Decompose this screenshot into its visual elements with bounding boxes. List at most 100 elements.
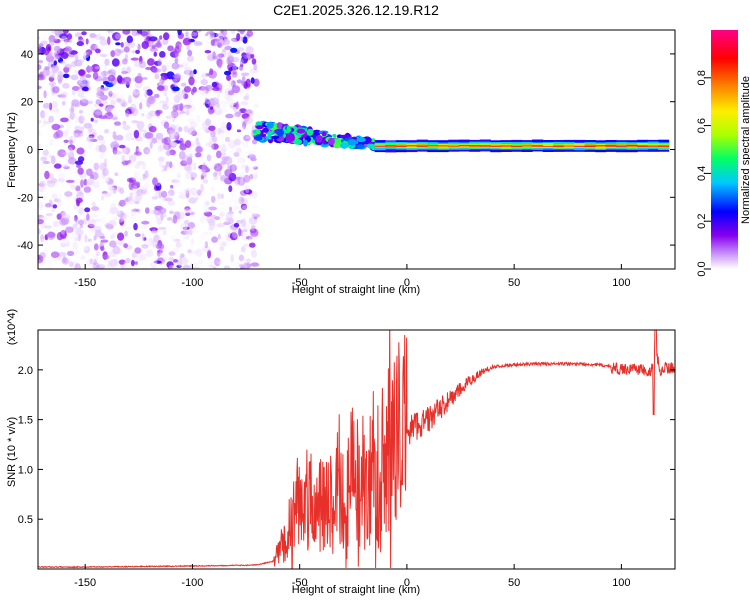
heat-blob (236, 33, 241, 41)
heat-blob (134, 261, 138, 265)
heat-blob (109, 187, 118, 192)
heat-blob (69, 184, 78, 189)
heat-blob (38, 238, 47, 245)
heat-blob (183, 125, 189, 133)
heat-blob (227, 217, 234, 224)
heat-blob (169, 130, 175, 138)
heat-blob (192, 143, 199, 147)
heat-blob (141, 232, 145, 242)
heat-blob (208, 226, 214, 231)
heat-blob (135, 49, 141, 55)
heat-blob (122, 211, 131, 218)
heat-blob (118, 144, 126, 149)
heat-blob (132, 90, 140, 96)
heat-blob (52, 104, 59, 110)
heat-blob (80, 79, 90, 87)
heat-blob (249, 242, 256, 248)
heat-blob (44, 170, 50, 180)
heat-blob (48, 70, 55, 79)
heat-blob (88, 218, 97, 227)
heat-blob (245, 185, 250, 194)
heat-blob (93, 109, 103, 119)
heat-blob (69, 108, 75, 113)
heat-blob (78, 115, 85, 124)
colorbar: 0.0 0.2 0.4 0.6 0.8 Normalized spectral ampl… (696, 30, 750, 277)
heat-blob (187, 49, 193, 57)
heat-blob (60, 91, 68, 99)
heat-blob (91, 206, 100, 211)
heat-blob (146, 116, 153, 123)
heat-blob (107, 233, 113, 237)
heat-blob (332, 133, 337, 138)
heat-blob (77, 167, 84, 175)
heat-blob (151, 257, 158, 266)
heat-blob (137, 178, 143, 182)
heat-blob (193, 41, 203, 46)
heat-blob (223, 265, 231, 269)
heat-band (416, 144, 428, 147)
heat-blob (163, 230, 167, 236)
heat-blob (171, 141, 178, 147)
heat-blob (116, 239, 124, 246)
heat-blob (52, 168, 58, 176)
heat-blob (64, 39, 68, 45)
heat-blob (226, 74, 232, 81)
heat-blob (222, 48, 227, 52)
heat-blob (40, 40, 48, 45)
heat-blob (104, 158, 108, 167)
heat-blob (159, 100, 165, 104)
heat-blob (243, 189, 253, 195)
heat-blob (74, 69, 79, 75)
heat-blob (339, 142, 349, 149)
heat-blob (213, 106, 221, 111)
heat-blob (51, 222, 57, 229)
heat-blob (182, 104, 191, 111)
heat-blob (78, 207, 85, 215)
heat-blob (66, 240, 71, 248)
heat-blob (155, 110, 161, 117)
heat-blob (83, 178, 88, 186)
heat-blob (239, 88, 245, 94)
heat-blob (53, 220, 60, 228)
heat-blob (86, 107, 95, 113)
heat-blob (102, 254, 110, 260)
heat-blob (108, 74, 115, 82)
heat-blob (73, 167, 79, 174)
heat-blob (57, 173, 66, 178)
heat-blob (106, 103, 116, 113)
heat-blob (102, 87, 109, 91)
heat-blob (228, 185, 233, 193)
heat-blob (141, 30, 149, 38)
heat-blob (155, 210, 159, 220)
heat-blob (75, 95, 84, 99)
heat-blob (190, 243, 195, 249)
heat-blob (73, 129, 81, 138)
heat-blob (226, 95, 234, 102)
heat-blob (238, 228, 242, 237)
heat-blob (207, 261, 215, 269)
heat-blob (233, 222, 240, 228)
heat-blob (191, 99, 197, 106)
heat-blob (141, 185, 146, 191)
heat-blob (94, 110, 103, 115)
heat-blob (199, 215, 206, 224)
heat-blob (87, 128, 97, 134)
heat-blob (153, 260, 162, 264)
heat-blob (64, 191, 73, 197)
heat-blob (119, 93, 125, 101)
heat-blob (149, 227, 158, 232)
heat-blob (153, 51, 158, 57)
heat-blob (207, 161, 214, 170)
heat-blob (76, 164, 81, 168)
heat-blob (237, 229, 243, 237)
heat-blob (356, 137, 366, 143)
heat-blob (53, 163, 62, 169)
heat-blob (112, 245, 121, 255)
heat-blob (78, 89, 84, 98)
heat-blob (123, 225, 132, 230)
heat-blob (107, 183, 114, 190)
heat-blob (190, 258, 199, 265)
heat-blob (38, 45, 42, 55)
heat-blob (170, 141, 177, 148)
heat-blob (221, 156, 227, 164)
